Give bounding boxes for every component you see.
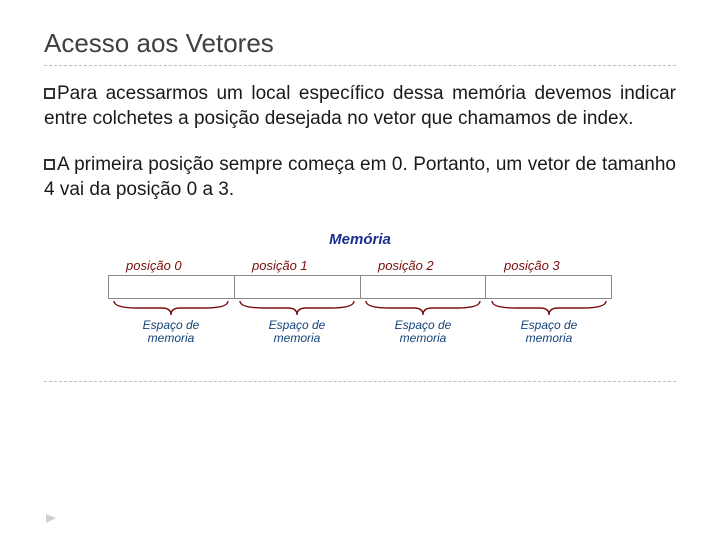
- brace-icon: [360, 299, 486, 317]
- brace-cell: Espaço dememoria: [486, 299, 612, 345]
- corner-triangle-icon: [44, 512, 58, 524]
- bullet-marker-icon: [44, 88, 55, 99]
- space-label: Espaço dememoria: [269, 319, 326, 345]
- bullet-para-1: Para acessarmos um local específico dess…: [44, 82, 676, 131]
- bullet-text-1: Para acessarmos um local específico dess…: [44, 83, 676, 129]
- position-label: posição 3: [486, 258, 612, 273]
- memory-bar: [108, 275, 612, 299]
- brace-row: Espaço dememoria Espaço dememoria Espaço…: [108, 299, 612, 345]
- bullet-text-2: A primeira posição sempre começa em 0. P…: [44, 154, 676, 200]
- bullet-para-2: A primeira posição sempre começa em 0. P…: [44, 153, 676, 202]
- brace-icon: [486, 299, 612, 317]
- slide-title: Acesso aos Vetores: [44, 28, 676, 65]
- footer-divider: [44, 381, 676, 382]
- memory-cell: [109, 276, 235, 298]
- space-label: Espaço dememoria: [143, 319, 200, 345]
- position-label: posição 2: [360, 258, 486, 273]
- position-label: posição 1: [234, 258, 360, 273]
- brace-icon: [108, 299, 234, 317]
- space-label: Espaço dememoria: [395, 319, 452, 345]
- diagram-title: Memória: [329, 231, 391, 248]
- position-row: posição 0 posição 1 posição 2 posição 3: [108, 258, 612, 273]
- memory-diagram: Memória posição 0 posição 1 posição 2 po…: [44, 231, 676, 345]
- memory-cell: [361, 276, 487, 298]
- brace-cell: Espaço dememoria: [360, 299, 486, 345]
- bullet-marker-icon: [44, 159, 55, 170]
- memory-cell: [235, 276, 361, 298]
- brace-cell: Espaço dememoria: [108, 299, 234, 345]
- brace-cell: Espaço dememoria: [234, 299, 360, 345]
- memory-cell: [486, 276, 612, 298]
- position-label: posição 0: [108, 258, 234, 273]
- title-divider: [44, 65, 676, 66]
- space-label: Espaço dememoria: [521, 319, 578, 345]
- brace-icon: [234, 299, 360, 317]
